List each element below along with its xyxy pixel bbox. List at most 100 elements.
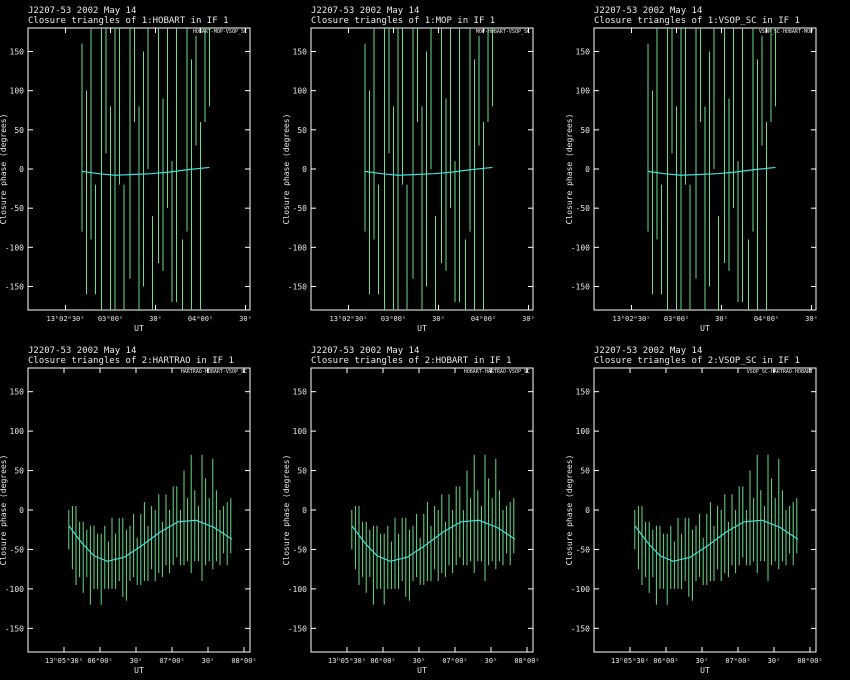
- x-tick-label: 13ʰ02ᵐ30ˢ: [613, 315, 651, 323]
- y-tick-label: 0: [302, 506, 307, 515]
- plot-area: [81, 28, 210, 310]
- x-tick-label: 08ᵐ00ˢ: [514, 657, 539, 665]
- x-tick-label: 04ᵐ00ˢ: [188, 315, 213, 323]
- x-tick-label: 04ᵐ00ˢ: [471, 315, 496, 323]
- panel-subtitle: Closure triangles of 2:VSOP_SC in IF 1: [594, 356, 800, 366]
- x-tick-label: 30ˢ: [805, 315, 818, 323]
- y-tick-label: 150: [10, 48, 25, 57]
- y-tick-label: -100: [5, 243, 24, 252]
- y-tick-label: -100: [5, 585, 24, 594]
- y-axis-label: Closure phase (degrees): [565, 114, 574, 225]
- x-tick-label: 30ˢ: [239, 315, 252, 323]
- y-tick-label: -100: [288, 585, 307, 594]
- x-axis-label: UT: [700, 666, 710, 675]
- corner-label: HARTRAO-HOBART-VSOP_SC: [181, 369, 247, 375]
- x-tick-label: 30ˢ: [715, 315, 728, 323]
- panel-title: J2207-53 2002 May 14: [28, 346, 136, 356]
- y-tick-label: 100: [10, 87, 25, 96]
- x-axis-label: UT: [700, 324, 710, 333]
- y-tick-label: 50: [14, 467, 24, 476]
- y-tick-label: -150: [571, 283, 590, 292]
- x-tick-label: 30ˢ: [202, 657, 215, 665]
- x-tick-label: 30ˢ: [432, 315, 445, 323]
- y-tick-label: -100: [288, 243, 307, 252]
- y-tick-label: -100: [571, 243, 590, 252]
- x-axis-label: UT: [417, 666, 427, 675]
- x-tick-label: 13ʰ05ᵐ30ˢ: [611, 657, 649, 665]
- y-tick-label: 50: [297, 467, 307, 476]
- y-tick-label: -150: [5, 624, 24, 633]
- x-tick-label: 13ʰ02ᵐ30ˢ: [330, 315, 368, 323]
- y-tick-label: 50: [14, 126, 24, 135]
- panel-subtitle: Closure triangles of 1:VSOP_SC in IF 1: [594, 16, 800, 26]
- corner-label: MOP-HOBART-VSOP_SC: [476, 29, 530, 35]
- x-tick-label: 03ᵐ00ˢ: [664, 315, 689, 323]
- y-tick-label: 100: [576, 427, 591, 436]
- y-tick-label: -50: [293, 545, 308, 554]
- x-tick-label: 13ʰ05ᵐ30ˢ: [328, 657, 366, 665]
- y-tick-label: 100: [10, 427, 25, 436]
- plot-area: [634, 454, 799, 605]
- y-tick-label: -150: [571, 624, 590, 633]
- y-tick-label: 0: [585, 165, 590, 174]
- x-tick-label: 30ˢ: [485, 657, 498, 665]
- y-tick-label: 100: [293, 87, 308, 96]
- panel-subtitle: Closure triangles of 2:HOBART in IF 1: [311, 356, 511, 366]
- plot-area: [68, 454, 233, 605]
- y-tick-label: 0: [585, 506, 590, 515]
- x-tick-label: 06ᵐ00ˢ: [87, 657, 112, 665]
- x-tick-label: 30ˢ: [413, 657, 426, 665]
- y-tick-label: 150: [576, 388, 591, 397]
- x-tick-label: 08ᵐ00ˢ: [231, 657, 256, 665]
- x-axis-label: UT: [134, 666, 144, 675]
- model-curve: [68, 519, 233, 562]
- y-tick-label: 0: [19, 506, 24, 515]
- panel-subtitle: Closure triangles of 1:MOP in IF 1: [311, 16, 495, 26]
- corner-label: HOBART-MOP-VSOP_SC: [193, 29, 247, 35]
- y-tick-label: 100: [576, 87, 591, 96]
- corner-label: HOBART-HARTRAO-VSOP_SC: [464, 369, 530, 375]
- y-axis-label: Closure phase (degrees): [282, 455, 291, 566]
- y-tick-label: 50: [580, 126, 590, 135]
- y-tick-label: 150: [293, 48, 308, 57]
- y-tick-label: -150: [288, 283, 307, 292]
- y-tick-label: -150: [288, 624, 307, 633]
- x-tick-label: 30ˢ: [149, 315, 162, 323]
- x-tick-label: 03ᵐ00ˢ: [381, 315, 406, 323]
- y-tick-label: 0: [19, 165, 24, 174]
- x-tick-label: 30ˢ: [768, 657, 781, 665]
- x-axis-label: UT: [417, 324, 427, 333]
- y-axis-label: Closure phase (degrees): [282, 114, 291, 225]
- x-tick-label: 30ˢ: [696, 657, 709, 665]
- plot-area: [364, 28, 493, 310]
- x-tick-label: 13ʰ05ᵐ30ˢ: [45, 657, 83, 665]
- x-tick-label: 08ᵐ00ˢ: [797, 657, 822, 665]
- y-tick-label: 100: [293, 427, 308, 436]
- x-tick-label: 04ᵐ00ˢ: [754, 315, 779, 323]
- model-curve: [81, 166, 210, 176]
- y-tick-label: -50: [576, 545, 591, 554]
- y-tick-label: 150: [10, 388, 25, 397]
- model-curve: [647, 166, 776, 176]
- x-tick-label: 07ᵐ00ˢ: [725, 657, 750, 665]
- x-tick-label: 06ᵐ00ˢ: [370, 657, 395, 665]
- x-tick-label: 30ˢ: [522, 315, 535, 323]
- corner-label: VSOP_SC-HOBART-MOP: [759, 29, 813, 35]
- panel-title: J2207-53 2002 May 14: [311, 346, 419, 356]
- x-axis-label: UT: [134, 324, 144, 333]
- y-tick-label: -50: [10, 545, 25, 554]
- plot-area: [647, 28, 776, 310]
- y-tick-label: -150: [5, 283, 24, 292]
- y-tick-label: 150: [576, 48, 591, 57]
- x-tick-label: 07ᵐ00ˢ: [442, 657, 467, 665]
- y-tick-label: 150: [293, 388, 308, 397]
- y-axis-label: Closure phase (degrees): [565, 455, 574, 566]
- model-curve: [351, 519, 516, 562]
